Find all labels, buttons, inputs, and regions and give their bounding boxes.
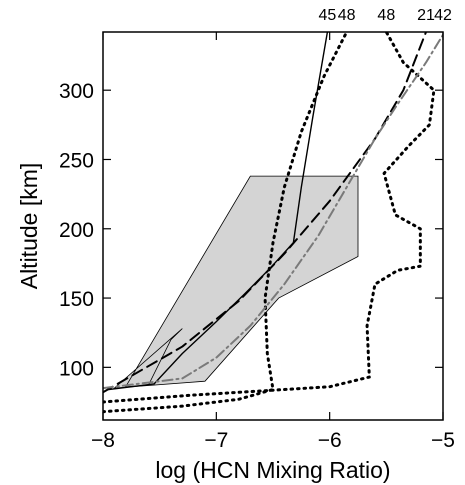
x-tick-label: −8 bbox=[91, 429, 115, 452]
y-axis-title: Altitude [km] bbox=[16, 163, 42, 290]
curve-label-0: 45 bbox=[319, 7, 337, 24]
plot-frame bbox=[102, 31, 444, 421]
series-layer bbox=[103, 32, 443, 414]
shade-layer bbox=[113, 175, 359, 389]
tick-layer: −8 −7 −6 −5 100 150 200 250 300 bbox=[59, 32, 455, 452]
curve-label-layer: 45 48 48 21 42 bbox=[319, 7, 452, 24]
curve-label-2: 48 bbox=[377, 7, 395, 24]
y-tick-label: 300 bbox=[59, 80, 94, 103]
x-tick-label: −7 bbox=[204, 429, 228, 452]
y-tick-label: 100 bbox=[59, 357, 94, 380]
series-line-3 bbox=[103, 32, 427, 394]
y-tick-label: 150 bbox=[59, 288, 94, 311]
x-tick-label: −5 bbox=[431, 429, 455, 452]
y-tick-label: 200 bbox=[59, 219, 94, 242]
curve-label-1: 48 bbox=[338, 7, 356, 24]
shaded-range bbox=[113, 175, 359, 389]
curve-label-3: 21 bbox=[417, 7, 435, 24]
series-line-2 bbox=[103, 32, 436, 404]
x-axis-title: log (HCN Mixing Ratio) bbox=[155, 457, 390, 483]
curve-label-4: 42 bbox=[434, 7, 452, 24]
x-tick-label: −6 bbox=[318, 429, 342, 452]
series-line-1 bbox=[103, 32, 349, 414]
y-tick-label: 250 bbox=[59, 149, 94, 172]
series-line-4 bbox=[103, 33, 443, 390]
